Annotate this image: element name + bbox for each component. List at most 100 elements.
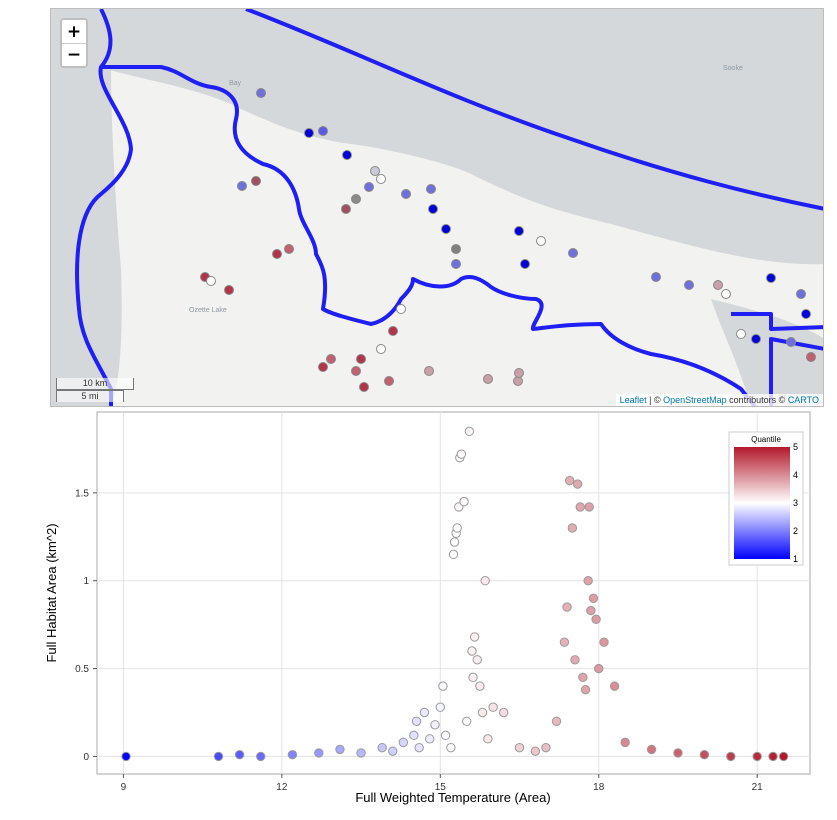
map-water — [51, 9, 823, 406]
legend-tick-3: 3 — [793, 498, 798, 508]
data-point — [459, 496, 469, 507]
map-canvas — [51, 9, 823, 406]
data-point — [584, 502, 594, 512]
data-point — [456, 449, 467, 459]
data-point — [440, 730, 451, 741]
leaflet-link[interactable]: Leaflet — [619, 395, 647, 405]
data-point — [578, 672, 588, 683]
map-site-markers — [200, 88, 816, 392]
data-point — [609, 681, 620, 691]
place-label-ozette-lake: Ozette Lake — [189, 307, 227, 314]
data-point — [483, 734, 493, 744]
leaflet-map[interactable]: Sooke Ozette Lake Bay + − 10 km 5 mi Lea… — [50, 8, 824, 407]
data-point — [469, 632, 480, 642]
plot-panel — [96, 411, 811, 775]
data-point — [530, 746, 541, 756]
attribution-contributors: contributors © — [726, 395, 788, 405]
place-label-sooke: Sooke — [723, 65, 743, 72]
data-point — [726, 751, 736, 762]
data-point — [377, 742, 387, 753]
data-point — [768, 751, 778, 762]
data-point — [580, 684, 591, 695]
data-point — [480, 575, 490, 586]
data-point — [121, 751, 131, 762]
data-point — [673, 748, 683, 758]
y-axis-ticks: 0 0.5 1 1.5 — [75, 488, 97, 763]
data-point — [234, 749, 245, 760]
x-axis-label: Full Weighted Temperature (Area) — [355, 790, 550, 805]
y-tick-label: 1.5 — [75, 488, 89, 499]
data-point — [594, 663, 604, 674]
data-point — [488, 702, 498, 712]
carto-link[interactable]: CARTO — [787, 395, 819, 405]
data-point — [514, 742, 525, 753]
data-point — [449, 537, 460, 547]
data-point — [446, 742, 456, 753]
map-boundaries — [75, 9, 823, 406]
attribution-separator: | © — [646, 395, 664, 405]
data-point — [213, 751, 224, 762]
y-tick-label: 0 — [83, 752, 89, 763]
data-point — [570, 655, 580, 665]
x-tick-label: 18 — [593, 782, 605, 793]
data-point — [464, 426, 475, 437]
data-point — [409, 730, 419, 741]
data-point — [438, 681, 448, 691]
data-point — [575, 502, 585, 512]
data-point — [778, 751, 789, 762]
osm-link[interactable]: OpenStreetMap — [663, 395, 727, 405]
data-point — [414, 742, 424, 753]
data-point — [430, 720, 440, 730]
data-point — [335, 744, 345, 755]
data-point — [583, 575, 593, 586]
x-tick-label: 9 — [121, 782, 127, 793]
data-point — [477, 707, 488, 718]
data-point — [551, 716, 562, 726]
scale-mi: 5 mi — [56, 390, 124, 402]
data-point — [411, 716, 422, 726]
x-tick-label: 15 — [435, 782, 447, 793]
data-point — [475, 681, 485, 691]
legend-tick-1: 1 — [793, 554, 798, 564]
data-point — [435, 702, 445, 712]
legend-tick-2: 2 — [793, 526, 798, 536]
data-point — [591, 614, 601, 625]
y-axis-label: Full Habitat Area (km^2) — [44, 523, 59, 662]
data-point — [586, 605, 596, 616]
data-point — [462, 716, 472, 726]
data-point — [425, 734, 435, 744]
data-point — [559, 637, 570, 647]
zoom-out-button[interactable]: − — [62, 43, 86, 66]
data-point — [599, 637, 609, 647]
data-points — [121, 426, 789, 762]
scale-bar: 10 km 5 mi — [56, 378, 134, 402]
x-axis-ticks: 9 12 15 18 21 — [121, 774, 764, 793]
data-point — [468, 672, 478, 683]
data-point — [452, 523, 462, 533]
zoom-in-button[interactable]: + — [62, 20, 86, 43]
data-point — [562, 602, 572, 612]
data-point — [498, 707, 509, 718]
y-tick-label: 0.5 — [75, 664, 89, 675]
data-point — [287, 749, 298, 760]
scatter-chart: 9 12 15 18 21 0 0.5 1 1.5 Full Weighted Tempera… — [44, 411, 811, 805]
x-tick-label: 21 — [752, 782, 764, 793]
data-point — [467, 646, 477, 656]
data-point — [314, 748, 324, 758]
legend-tick-5: 5 — [793, 442, 798, 452]
place-label-bay: Bay — [229, 80, 242, 87]
scale-km: 10 km — [56, 378, 134, 390]
legend-tick-4: 4 — [793, 470, 798, 480]
data-point — [398, 737, 409, 748]
data-point — [752, 751, 762, 762]
data-point — [388, 746, 398, 756]
data-point — [620, 737, 630, 748]
legend: Quantile 5 4 3 2 1 — [728, 431, 804, 566]
x-tick-label: 12 — [276, 782, 288, 793]
data-point — [472, 655, 482, 665]
legend-title: Quantile — [751, 435, 781, 444]
zoom-control: + − — [60, 18, 88, 68]
data-point — [419, 707, 430, 718]
data-point — [572, 479, 583, 489]
data-point — [356, 748, 366, 758]
